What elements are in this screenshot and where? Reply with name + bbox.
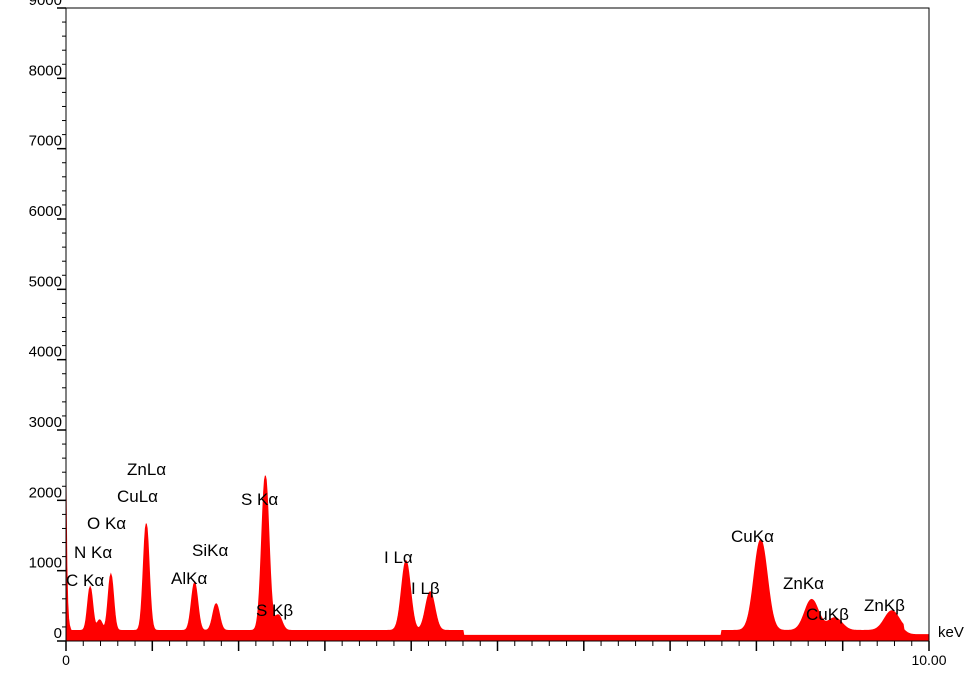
peak-label: CuKβ <box>806 605 849 624</box>
x-tick-label: 0 <box>62 652 70 668</box>
peak-label: CuKα <box>731 527 774 546</box>
y-tick-label: 6000 <box>29 203 62 220</box>
peak-label: AlKα <box>171 569 207 588</box>
y-tick-label: 5000 <box>29 273 62 290</box>
y-tick-label: 7000 <box>29 133 62 150</box>
spectrum-layer <box>65 475 930 642</box>
y-tick-label: 1000 <box>29 555 62 572</box>
peak-label: CuLα <box>117 487 158 506</box>
y-tick-label: 9000 <box>29 0 62 9</box>
peak-label: ZnLα <box>127 460 166 479</box>
peak-label: S Kβ <box>256 601 293 620</box>
x-tick-label: 10.00 <box>911 652 946 668</box>
peak-label: C Kα <box>66 571 104 590</box>
y-tick-label: 0 <box>54 625 62 642</box>
peak-label: O Kα <box>87 514 126 533</box>
peak-label: ZnKβ <box>864 596 905 615</box>
peak-label: I Lα <box>384 548 413 567</box>
peak-label: N Kα <box>74 543 112 562</box>
y-tick-label: 3000 <box>29 414 62 431</box>
plot-area <box>66 8 929 641</box>
peak-label: S Kα <box>241 490 278 509</box>
axis-layer: 0 1000 2000 3000 4000 5000 6000 7000 8000 9000 0 10… <box>29 0 947 668</box>
peak-label: SiKα <box>192 541 228 560</box>
peak-label: ZnKα <box>783 574 824 593</box>
peak-label: I Lβ <box>411 579 440 598</box>
y-tick-label: 2000 <box>29 484 62 501</box>
peak-label-layer: C Kα N Kα O Kα ZnLα CuLα AlKα SiKα S Kα S Kβ I Lα… <box>66 460 905 624</box>
y-tick-label: 4000 <box>29 344 62 361</box>
x-axis-unit-label: keV <box>938 624 964 641</box>
y-tick-label: 8000 <box>29 62 62 79</box>
spectrum-area <box>65 475 930 642</box>
